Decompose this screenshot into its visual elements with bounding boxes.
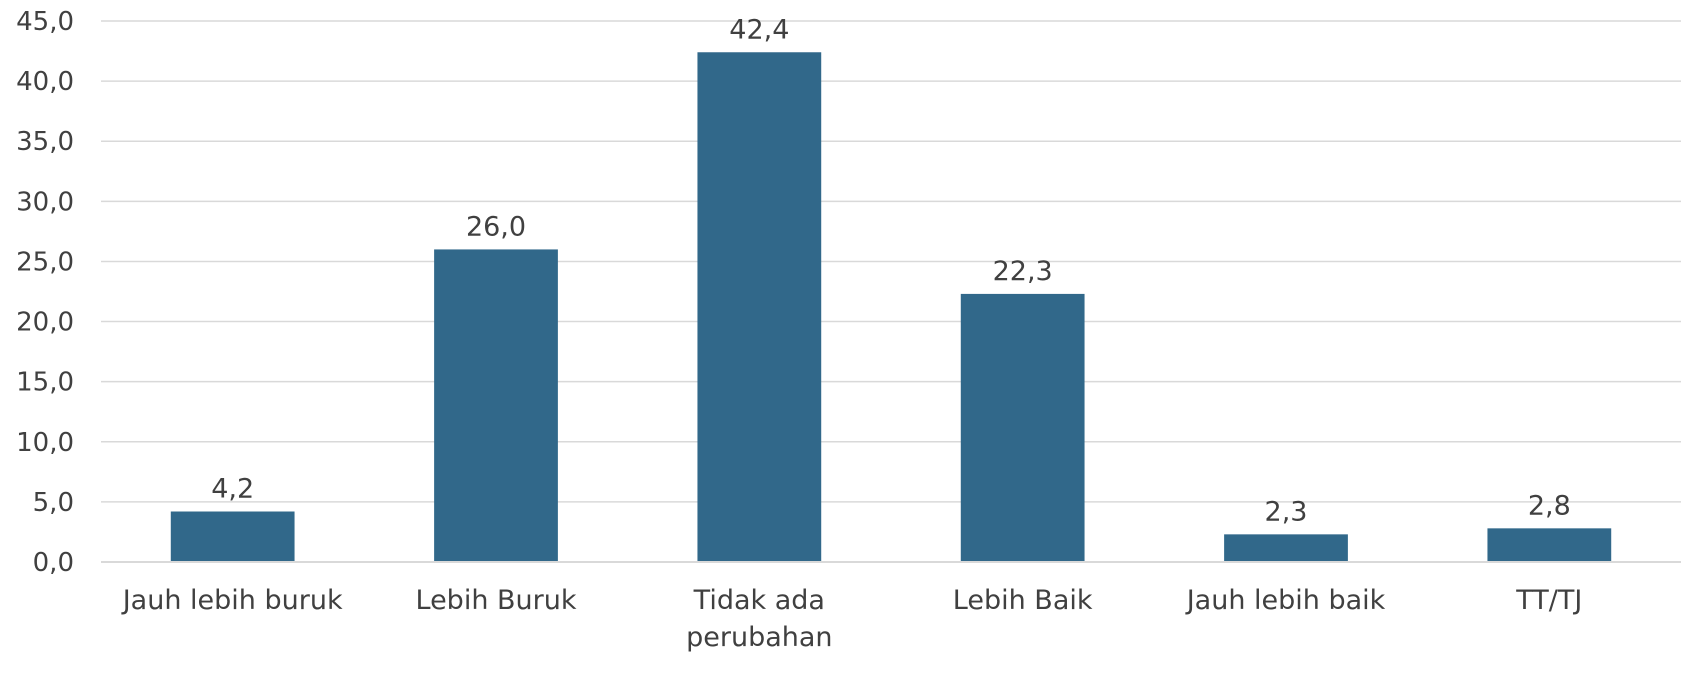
bar [960,293,1085,562]
bar [1224,534,1348,562]
bar [434,249,558,562]
y-tick-label: 40,0 [16,67,74,97]
y-tick-label: 25,0 [16,247,74,277]
data-label: 4,2 [211,474,254,505]
bar [697,52,822,562]
category-label: TT/TJ [1515,585,1582,616]
y-tick-label: 30,0 [16,187,74,217]
data-label: 26,0 [466,211,526,242]
y-tick-label: 0,0 [33,548,74,578]
y-tick-label: 10,0 [16,428,74,458]
y-axis-tick-labels: 0,0 5,0 10,0 15,0 20,0 25,0 30,0 35,0 40,0 45,0 [16,7,74,578]
category-label: Jauh lebih buruk [121,585,343,616]
y-tick-label: 5,0 [33,488,74,518]
y-tick-label: 15,0 [16,368,74,398]
bars [170,52,1612,562]
data-label: 2,3 [1265,496,1308,527]
bar [170,511,295,562]
category-label: Jauh lebih baik [1185,585,1386,616]
bar [1487,528,1612,562]
gridlines [101,20,1681,503]
x-axis-category-labels: Jauh lebih buruk Lebih Buruk Tidak ada peru… [121,585,1583,653]
y-tick-label: 35,0 [16,127,74,157]
data-labels: 4,2 26,0 42,4 22,3 2,3 2,8 [211,14,1571,527]
category-label: perubahan [686,622,832,653]
y-tick-label: 20,0 [16,308,74,338]
category-label: Tidak ada [693,585,825,616]
category-label: Lebih Buruk [416,585,577,616]
data-label: 22,3 [993,256,1053,287]
data-label: 42,4 [729,14,789,45]
y-tick-label: 45,0 [16,7,74,37]
data-label: 2,8 [1528,490,1571,521]
category-label: Lebih Baik [953,585,1093,616]
